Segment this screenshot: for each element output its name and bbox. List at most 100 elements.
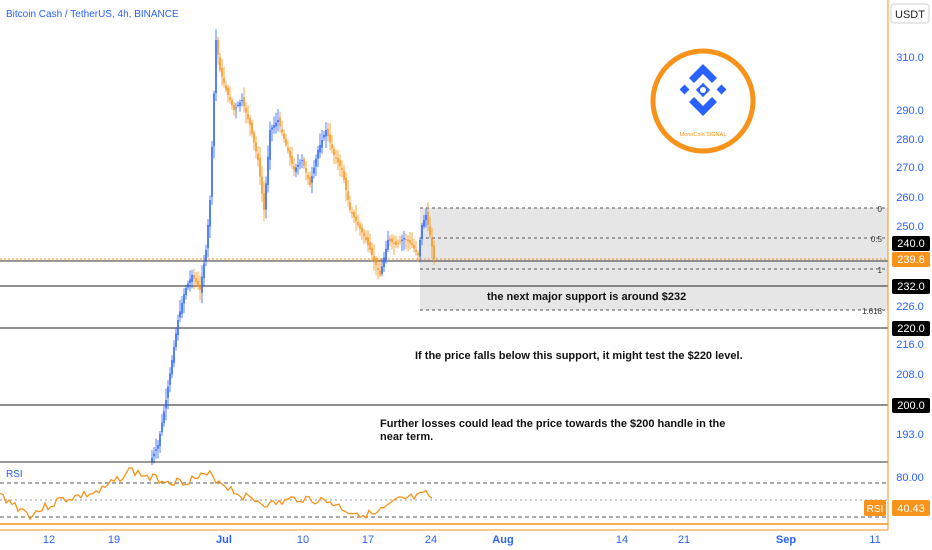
- price-tick-label: 208.0: [896, 369, 924, 381]
- candle-body: [169, 373, 171, 385]
- candle-body: [361, 227, 363, 233]
- candle-body: [185, 287, 187, 296]
- candle-body: [267, 156, 269, 186]
- rsi-value: 40.43: [897, 503, 925, 515]
- candle-body: [257, 153, 259, 160]
- candle-body: [265, 183, 267, 210]
- candle-body: [259, 157, 261, 177]
- candle-body: [255, 142, 257, 152]
- candle-body: [355, 216, 357, 222]
- candle-body: [189, 279, 191, 284]
- price-tick-label: 280.0: [896, 134, 924, 146]
- price-label-current-bg: [892, 252, 930, 267]
- candle-body: [393, 242, 395, 244]
- fib-label-0-5: 0.5: [871, 235, 883, 244]
- price-label-240: 240.0: [897, 238, 925, 250]
- candle-body: [333, 149, 335, 155]
- candle-body: [335, 157, 337, 159]
- price-tick-label: 250.0: [896, 221, 924, 233]
- price-label-220: 220.0: [897, 323, 925, 335]
- rsi-badge-bg: [864, 500, 886, 516]
- candle-body: [199, 284, 201, 290]
- candle-body: [339, 160, 341, 167]
- price-tick-label: 193.0: [896, 429, 924, 441]
- time-tick-label[interactable]: 11: [869, 534, 880, 546]
- candle-body: [239, 102, 241, 106]
- price-axis-area[interactable]: [888, 0, 932, 550]
- candle-body: [237, 105, 239, 106]
- candle-body: [245, 107, 247, 113]
- candle-body: [153, 453, 155, 457]
- time-axis-ticks[interactable]: 12 19 Jul 10 17 24 Aug 14 21 Sep 11: [43, 534, 881, 546]
- candle-body: [425, 215, 427, 220]
- candle-body: [309, 177, 311, 185]
- fib-label-1-618: 1.618: [862, 307, 883, 316]
- binance-diamond-icon: [679, 64, 727, 116]
- time-tick-label[interactable]: Jul: [216, 534, 232, 546]
- candle-body: [291, 155, 293, 164]
- candle-body: [243, 97, 245, 107]
- candle-body: [183, 294, 185, 304]
- candle-body: [323, 135, 325, 138]
- candle-body: [365, 237, 367, 240]
- candle-body: [315, 158, 317, 167]
- candle-body: [327, 128, 329, 137]
- monocoin-logo: MonoCoin SIGNAL: [650, 48, 756, 154]
- time-tick-label[interactable]: 10: [297, 534, 309, 546]
- candle-body: [367, 237, 369, 245]
- candle-body: [409, 240, 411, 244]
- candle-body: [293, 166, 295, 170]
- candle-body: [377, 267, 379, 270]
- time-tick-label[interactable]: Aug: [492, 534, 513, 546]
- candle-body: [217, 39, 219, 55]
- time-tick-label[interactable]: 21: [678, 534, 690, 546]
- currency-button-box[interactable]: [890, 3, 930, 24]
- candle-body: [165, 400, 167, 409]
- candlestick-series: [151, 29, 435, 466]
- candle-body: [419, 240, 421, 257]
- price-label-240-bg: [892, 236, 930, 251]
- candle-body: [227, 87, 229, 95]
- time-tick-label[interactable]: 19: [108, 534, 120, 546]
- candle-body: [171, 360, 173, 375]
- candle-body: [325, 130, 327, 137]
- candle-body: [225, 85, 227, 90]
- candle-body: [395, 241, 397, 245]
- candle-body: [151, 457, 153, 462]
- candle-body: [281, 129, 283, 133]
- candle-body: [221, 67, 223, 77]
- fib-label-0: 0: [878, 205, 883, 214]
- candle-body: [387, 240, 389, 250]
- candle-body: [389, 238, 391, 242]
- price-label-220-bg: [892, 321, 930, 336]
- currency-button[interactable]: USDT: [895, 9, 925, 21]
- candle-body: [359, 224, 361, 229]
- candle-body: [413, 244, 415, 249]
- price-label-232-bg: [892, 279, 930, 294]
- price-tick-label: 270.0: [896, 162, 924, 174]
- candle-body: [427, 212, 429, 225]
- candle-body: [231, 99, 233, 105]
- time-tick-label[interactable]: 14: [616, 534, 628, 546]
- candle-body: [331, 144, 333, 149]
- candle-body: [303, 158, 305, 167]
- time-tick-label[interactable]: Sep: [776, 534, 796, 546]
- candle-body: [263, 193, 265, 210]
- candle-body: [187, 283, 189, 288]
- candle-body: [415, 250, 417, 252]
- candle-body: [157, 445, 159, 449]
- rsi-value-bg: [892, 500, 930, 516]
- time-tick-label[interactable]: 12: [43, 534, 55, 546]
- time-tick-label[interactable]: 17: [362, 534, 374, 546]
- candle-body: [173, 346, 175, 363]
- candle-body: [289, 150, 291, 158]
- candle-body: [431, 237, 433, 247]
- candle-body: [229, 96, 231, 100]
- candle-body: [311, 176, 313, 183]
- candle-body: [353, 212, 355, 218]
- candle-body: [223, 77, 225, 84]
- candle-body: [195, 278, 197, 283]
- price-label-200-bg: [892, 398, 930, 413]
- candle-body: [363, 232, 365, 237]
- time-tick-label[interactable]: 24: [425, 534, 437, 546]
